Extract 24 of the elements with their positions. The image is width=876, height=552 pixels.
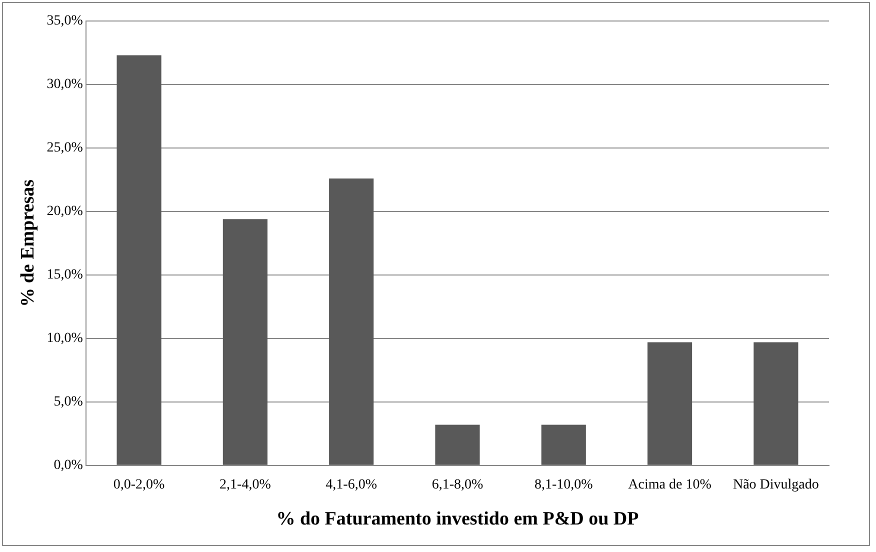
y-axis-title: % de Empresas — [17, 180, 38, 307]
x-tick-label: 6,1-8,0% — [432, 477, 484, 492]
bar — [222, 219, 268, 465]
bar — [435, 424, 480, 465]
y-tick-label: 10,0% — [46, 331, 84, 346]
y-tick-label: 30,0% — [46, 77, 84, 92]
bar — [329, 178, 374, 465]
x-tick-label: 8,1-10,0% — [534, 477, 594, 492]
bar — [754, 342, 798, 465]
bar — [541, 424, 586, 465]
x-tick-label: 0,0-2,0% — [113, 477, 166, 492]
y-tick-label: 15,0% — [46, 268, 84, 283]
x-tick-label: 4,1-6,0% — [326, 477, 378, 492]
y-tick-label: 35,0% — [46, 14, 84, 29]
x-tick-label: 2,1-4,0% — [220, 477, 272, 492]
y-tick-label: 0,0% — [54, 458, 84, 474]
bar — [647, 342, 692, 465]
x-axis-title: % do Faturamento investido em P&D ou DP — [276, 508, 640, 530]
bar — [116, 55, 162, 465]
x-tick-label: Não Divulgado — [732, 477, 819, 492]
y-tick-label: 25,0% — [46, 140, 84, 156]
y-tick-label: 20,0% — [46, 204, 84, 220]
y-tick-label: 5,0% — [54, 394, 84, 410]
x-tick-label: Acima de 10% — [628, 477, 712, 492]
